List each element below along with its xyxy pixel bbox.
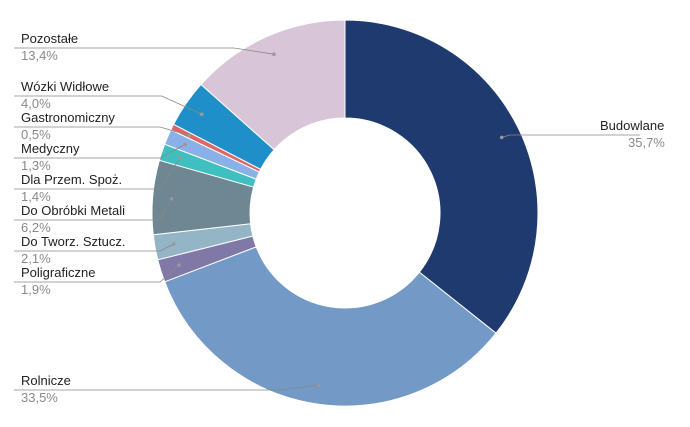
slice-pozostałe: [200, 19, 346, 151]
leader-line: [14, 264, 180, 283]
leader-line: [14, 384, 319, 391]
value-label: 6,2%: [21, 220, 51, 235]
leader-dot: [316, 383, 321, 387]
leader-line: [14, 198, 172, 221]
leader-dot: [171, 242, 176, 246]
category-label: Medyczny: [21, 141, 80, 156]
leader-line: [14, 47, 274, 55]
category-label: Pozostałe: [21, 31, 78, 46]
value-label: 1,3%: [21, 158, 51, 173]
leader-dot: [169, 197, 174, 201]
leader-dot: [199, 112, 204, 117]
category-label: Gastronomiczny: [21, 110, 115, 125]
category-label: Dla Przem. Spoż.: [21, 172, 122, 187]
leader-line: [501, 134, 640, 138]
leader-dot: [183, 142, 187, 147]
leader-dot: [499, 135, 504, 140]
leader-line: [14, 126, 190, 136]
leader-dot: [272, 52, 276, 56]
category-label: Do Obróbki Metali: [21, 203, 125, 218]
value-label: 2,1%: [21, 251, 51, 266]
value-label: 4,0%: [21, 96, 51, 111]
leader-line: [14, 157, 181, 190]
value-label: 33,5%: [21, 390, 58, 405]
category-label: Budowlane: [600, 118, 664, 133]
leader-line: [14, 144, 186, 159]
category-label: Poligraficzne: [21, 265, 95, 280]
value-label: 1,9%: [21, 282, 51, 297]
leader-dot: [178, 156, 182, 160]
value-label: 1,4%: [21, 189, 51, 204]
category-label: Rolnicze: [21, 373, 71, 388]
leader-dot: [177, 263, 181, 268]
value-label: 35,7%: [628, 135, 665, 150]
slices-group: [151, 19, 539, 407]
category-label: Wózki Widłowe: [21, 79, 109, 94]
leader-line: [14, 95, 202, 115]
slice-budowlane: [344, 19, 539, 334]
labels-group: Budowlane 35,7% Rolnicze 33,5% Poligraficzne…: [14, 31, 665, 405]
leader-line: [14, 243, 174, 252]
value-label: 0,5%: [21, 127, 51, 142]
leader-dot: [187, 133, 192, 138]
slice-rolnicze: [164, 246, 497, 407]
category-label: Do Tworz. Sztucz.: [21, 234, 126, 249]
value-label: 13,4%: [21, 48, 58, 63]
